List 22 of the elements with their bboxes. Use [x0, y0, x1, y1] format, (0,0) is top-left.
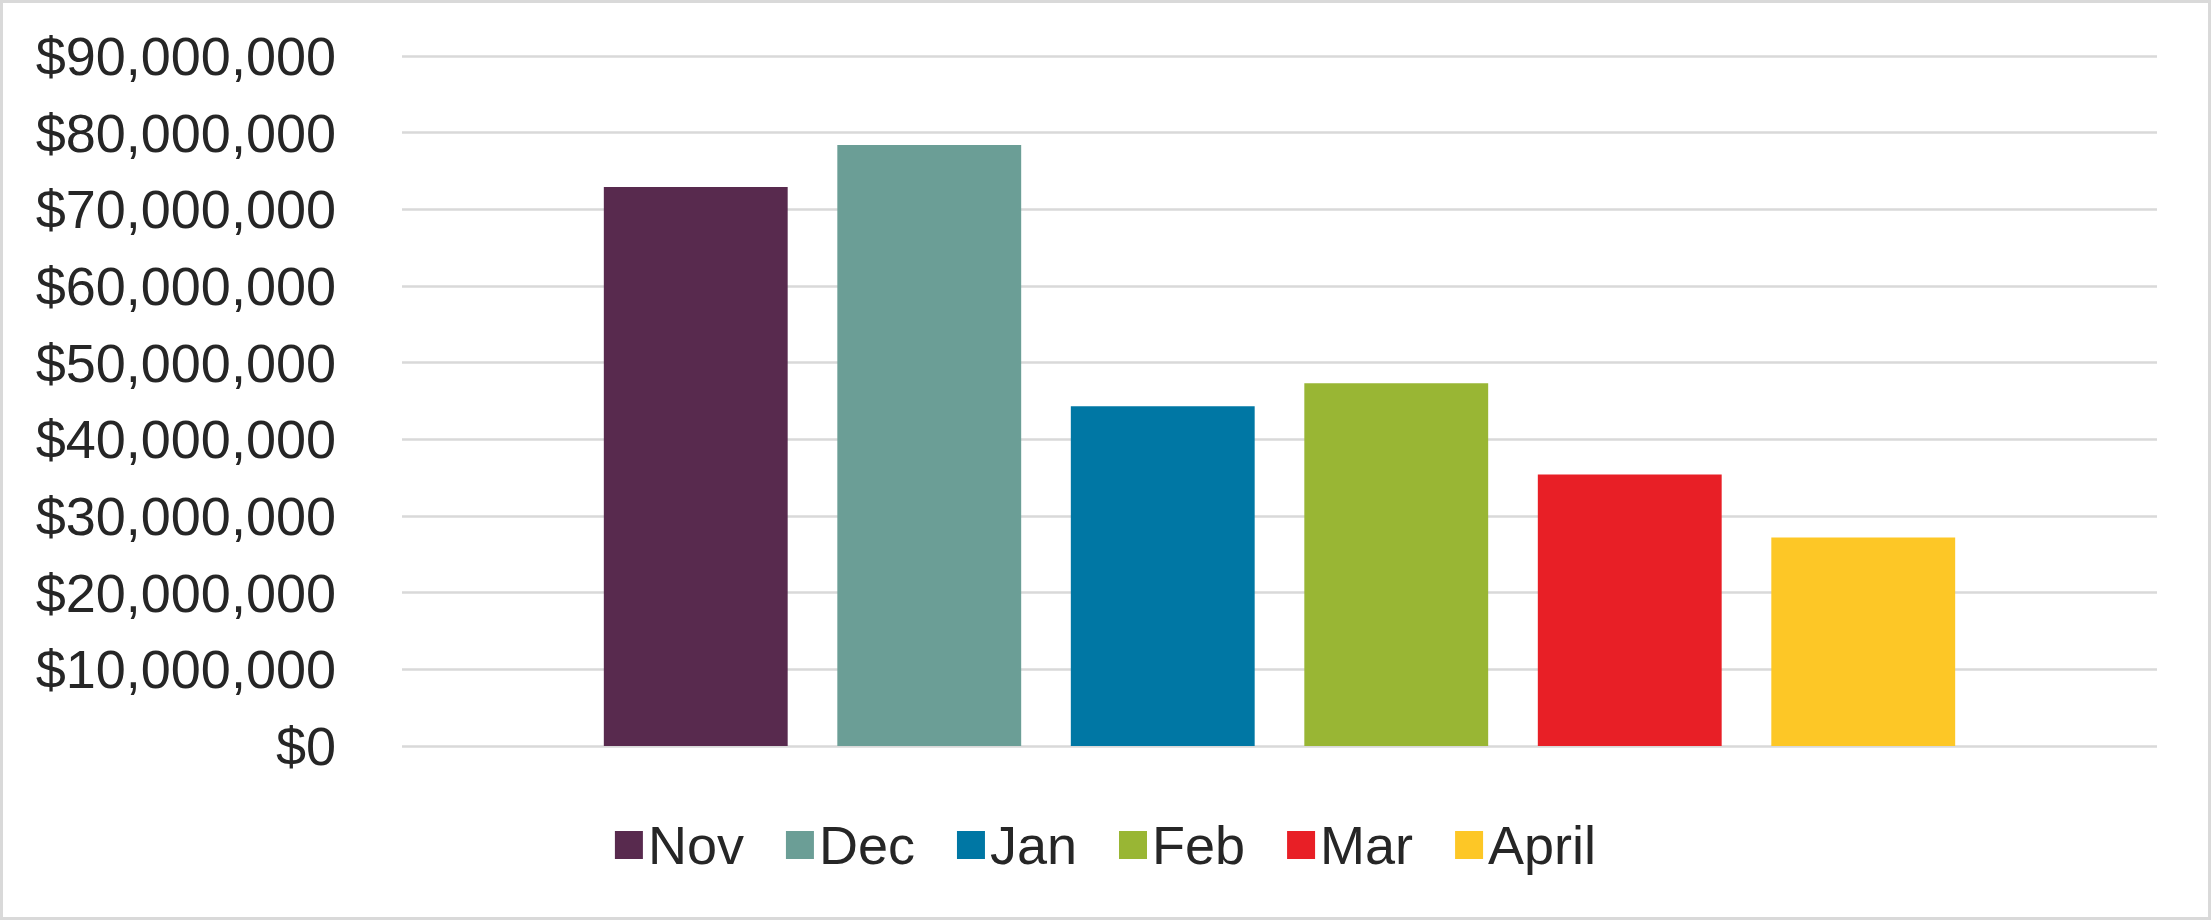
legend-label: Nov: [647, 815, 744, 875]
y-tick-label: $10,000,000: [35, 639, 336, 700]
y-tick-label: $80,000,000: [35, 102, 336, 163]
y-tick-label: $40,000,000: [35, 409, 336, 470]
bar: [1537, 474, 1722, 746]
legend-label: Jan: [989, 815, 1078, 875]
y-tick-label: $50,000,000: [35, 332, 336, 393]
bar: [603, 187, 788, 746]
y-tick-label: $70,000,000: [35, 179, 336, 240]
legend-label: Dec: [818, 815, 915, 875]
bar: [1771, 537, 1956, 746]
bar: [837, 144, 1022, 746]
y-tick-label: $0: [275, 716, 336, 776]
legend-label: Feb: [1152, 815, 1246, 875]
bar: [1304, 383, 1489, 746]
bar: [1070, 406, 1255, 746]
y-tick-label: $90,000,000: [35, 26, 336, 86]
legend-label: April: [1488, 815, 1597, 875]
y-tick-label: $30,000,000: [35, 486, 336, 546]
y-tick-label: $20,000,000: [35, 562, 336, 623]
y-tick-label: $60,000,000: [35, 256, 336, 316]
legend-label: Mar: [1320, 815, 1414, 875]
